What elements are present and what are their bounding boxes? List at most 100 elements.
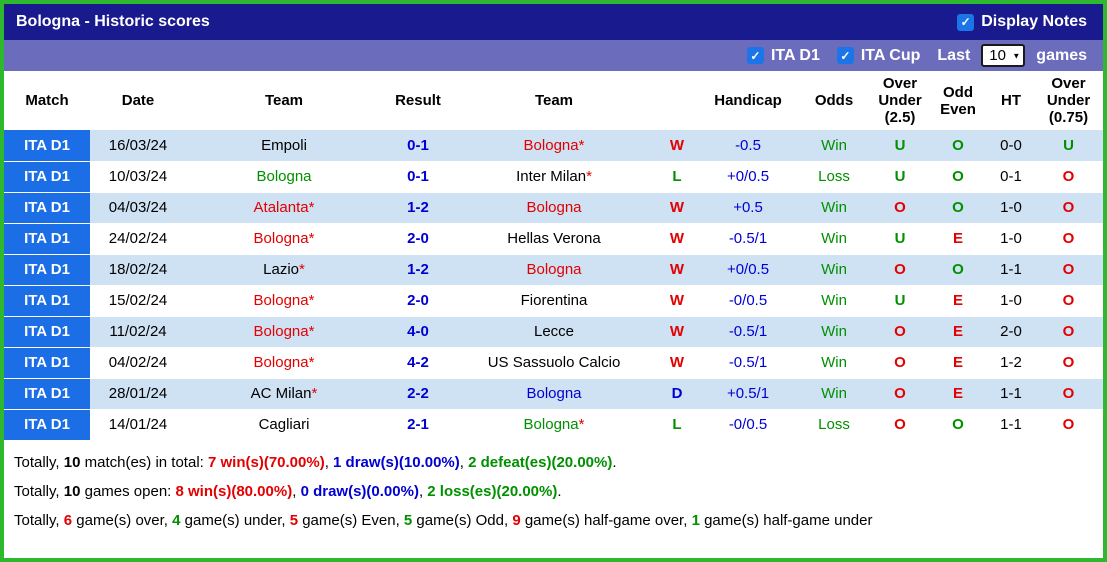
away-team-cell: Bologna* — [454, 130, 654, 162]
odd-even-value: O — [928, 254, 988, 286]
summary-line: Totally, 6 game(s) over, 4 game(s) under… — [14, 506, 1093, 535]
home-team-cell: Bologna — [186, 161, 382, 193]
match-date: 15/02/24 — [90, 285, 186, 317]
result-score: 0-1 — [382, 161, 454, 193]
summary-segment: . — [557, 482, 562, 500]
odds-result: Loss — [796, 161, 872, 193]
over-under-25-value: O — [872, 192, 928, 224]
header-outcome — [654, 71, 700, 130]
table-row: ITA D1 11/02/24 Bologna* 4-0 Lecce W -0.… — [4, 316, 1103, 348]
home-team-cell: Cagliari — [186, 409, 382, 441]
summary-segment: 6 — [63, 511, 73, 529]
league-badge[interactable]: ITA D1 — [4, 130, 90, 162]
away-team-star: * — [578, 136, 585, 154]
summary-segment: 2 loss(es)(20.00%) — [427, 482, 558, 500]
league-badge[interactable]: ITA D1 — [4, 378, 90, 410]
last-label: Last — [937, 46, 971, 64]
odd-even-value: E — [928, 347, 988, 379]
over-under-075-value: U — [1034, 130, 1103, 162]
header-home-team: Team — [186, 71, 382, 130]
summary-segment: game(s) Odd, — [412, 511, 513, 529]
odds-result: Win — [796, 378, 872, 410]
away-team-name[interactable]: Bologna — [523, 416, 579, 433]
over-under-075-value: O — [1034, 192, 1103, 224]
away-team-name[interactable]: Fiorentina — [520, 292, 588, 309]
checkmark-icon: ✓ — [750, 48, 761, 63]
over-under-075-value: O — [1034, 409, 1103, 441]
header-date: Date — [90, 71, 186, 130]
home-team-name[interactable]: Atalanta — [253, 199, 309, 216]
table-row: ITA D1 14/01/24 Cagliari 2-1 Bologna* L … — [4, 409, 1103, 441]
home-team-name[interactable]: Bologna — [253, 354, 309, 371]
outcome-letter: W — [654, 285, 700, 317]
home-team-star: * — [308, 230, 315, 247]
league-badge[interactable]: ITA D1 — [4, 161, 90, 193]
away-team-name[interactable]: Hellas Verona — [507, 230, 601, 247]
ht-score: 1-0 — [988, 285, 1034, 317]
ita-cup-label[interactable]: ITA Cup — [860, 46, 921, 64]
display-notes-checkbox[interactable]: ✓ — [957, 13, 975, 31]
odd-even-value: O — [928, 192, 988, 224]
home-team-name[interactable]: Bologna — [256, 168, 312, 185]
home-team-name[interactable]: Bologna — [253, 323, 309, 340]
title-bar: Bologna - Historic scores ✓ Display Note… — [4, 4, 1103, 40]
away-team-name[interactable]: Lecce — [533, 323, 575, 340]
header-odds: Odds — [796, 71, 872, 130]
ita-d1-checkbox[interactable]: ✓ — [746, 47, 764, 64]
result-score: 2-2 — [382, 378, 454, 410]
away-team-name[interactable]: Bologna — [526, 261, 582, 278]
home-team-name[interactable]: Lazio — [263, 261, 299, 278]
away-team-cell: US Sassuolo Calcio — [454, 347, 654, 379]
league-badge[interactable]: ITA D1 — [4, 285, 90, 317]
over-under-075-value: O — [1034, 285, 1103, 317]
away-team-name[interactable]: US Sassuolo Calcio — [487, 354, 621, 371]
odds-result: Win — [796, 223, 872, 255]
odd-even-value: O — [928, 409, 988, 441]
home-team-name[interactable]: AC Milan — [250, 385, 312, 402]
result-score: 1-2 — [382, 254, 454, 286]
away-team-cell: Inter Milan* — [454, 161, 654, 193]
league-badge[interactable]: ITA D1 — [4, 409, 90, 441]
league-badge[interactable]: ITA D1 — [4, 254, 90, 286]
league-badge[interactable]: ITA D1 — [4, 192, 90, 224]
summary-segment: game(s) Even, — [298, 511, 404, 529]
match-date: 18/02/24 — [90, 254, 186, 286]
away-team-cell: Fiorentina — [454, 285, 654, 317]
page-title: Bologna - Historic scores — [16, 13, 210, 30]
away-team-cell: Bologna — [454, 378, 654, 410]
over-under-25-value: O — [872, 316, 928, 348]
odd-even-value: E — [928, 223, 988, 255]
league-badge[interactable]: ITA D1 — [4, 347, 90, 379]
over-under-25-value: O — [872, 409, 928, 441]
header-over-under-075: Over Under (0.75) — [1034, 71, 1103, 130]
ita-d1-label[interactable]: ITA D1 — [770, 46, 820, 64]
home-team-name[interactable]: Bologna — [253, 292, 309, 309]
home-team-star: * — [308, 354, 315, 371]
league-badge[interactable]: ITA D1 — [4, 223, 90, 255]
ita-cup-checkbox[interactable]: ✓ — [836, 47, 854, 64]
match-date: 04/03/24 — [90, 192, 186, 224]
odds-result: Win — [796, 347, 872, 379]
table-row: ITA D1 28/01/24 AC Milan* 2-2 Bologna D … — [4, 378, 1103, 410]
odd-even-value: E — [928, 316, 988, 348]
ht-score: 1-1 — [988, 378, 1034, 410]
display-notes-label[interactable]: Display Notes — [981, 13, 1087, 30]
home-team-name[interactable]: Bologna — [253, 230, 309, 247]
away-team-name[interactable]: Inter Milan — [516, 168, 587, 185]
summary-segment: 5 — [403, 511, 413, 529]
away-team-name[interactable]: Bologna — [523, 136, 579, 154]
match-date: 28/01/24 — [90, 378, 186, 410]
summary-line: Totally, 10 match(es) in total: 7 win(s)… — [14, 448, 1093, 477]
summary: Totally, 10 match(es) in total: 7 win(s)… — [4, 441, 1103, 535]
summary-segment: 7 win(s)(70.00%) — [207, 453, 325, 471]
league-badge[interactable]: ITA D1 — [4, 316, 90, 348]
away-team-name[interactable]: Bologna — [526, 199, 582, 216]
last-games-select[interactable]: 10 — [983, 46, 1024, 65]
outcome-letter: W — [654, 347, 700, 379]
summary-segment: , — [292, 482, 301, 500]
summary-segment: 4 — [172, 511, 181, 529]
home-team-name[interactable]: Cagliari — [258, 416, 310, 433]
home-team-name[interactable]: Empoli — [261, 136, 307, 154]
summary-segment: , — [459, 453, 469, 471]
away-team-name[interactable]: Bologna — [526, 385, 582, 402]
